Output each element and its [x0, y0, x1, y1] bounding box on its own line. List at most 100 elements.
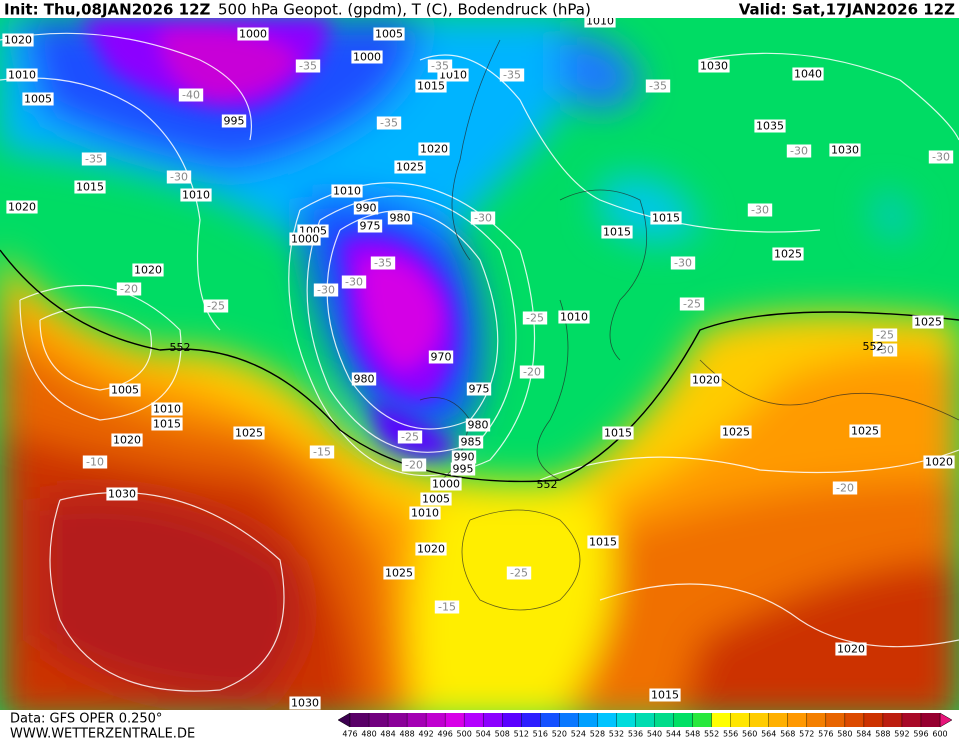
colorbar-tick-label: 588 [875, 730, 890, 739]
valid-time: Valid: Sat,17JAN2026 12Z [739, 1, 955, 19]
pressure-label-bg [351, 372, 377, 386]
pressure-label: 1005 [422, 493, 450, 506]
pressure-label-bg [430, 477, 462, 491]
pressure-label-bg [428, 350, 454, 364]
pressure-label-bg [2, 33, 34, 47]
pressure-label-bg [835, 642, 867, 656]
temperature-label-bg [427, 59, 453, 73]
pressure-label-bg [451, 450, 477, 464]
temperature-label: -25 [526, 312, 544, 325]
pressure-label: 995 [224, 115, 245, 128]
pressure-label-bg [409, 506, 441, 520]
pressure-label: 1020 [113, 434, 141, 447]
temperature-label-bg [519, 365, 545, 379]
temperature-label: -30 [674, 257, 692, 270]
temperature-label-bg [434, 600, 460, 614]
pressure-label-bg [601, 225, 633, 239]
pressure-label: 1030 [700, 60, 728, 73]
colorbar-tick-label: 544 [666, 730, 681, 739]
pressure-label-bg [151, 417, 183, 431]
temperature-label: -35 [85, 153, 103, 166]
temperature-label-bg [376, 116, 402, 130]
pressure-label-bg [383, 566, 415, 580]
temperature-label-bg [313, 283, 339, 297]
colorbar-tick-label: 596 [913, 730, 928, 739]
colorbar-bin [483, 713, 503, 727]
pressure-label: 1025 [774, 248, 802, 261]
colorbar-bin [692, 713, 712, 727]
pressure-label-bg [829, 143, 861, 157]
height-label: 552 [537, 478, 558, 491]
colorbar-bin [445, 713, 465, 727]
pressure-label: 1010 [586, 15, 614, 28]
header-bar [0, 0, 959, 18]
temperature-label-bg [401, 458, 427, 472]
colorbar-tick-label: 600 [932, 730, 947, 739]
pressure-label-bg [923, 455, 955, 469]
colorbar-tick-label: 516 [533, 730, 548, 739]
colorbar-tick-label: 552 [704, 730, 719, 739]
temperature-label: -25 [876, 329, 894, 342]
colorbar: 476 480 484 488 492 496 500 504 508 512 516 520 524 5… [337, 712, 953, 739]
pressure-label: 1020 [420, 143, 448, 156]
pressure-label: 1015 [651, 689, 679, 702]
temperature-label-bg [670, 256, 696, 270]
pressure-label: 1020 [692, 374, 720, 387]
pressure-label: 975 [469, 383, 490, 396]
data-source: Data: GFS OPER 0.250° [10, 712, 162, 727]
pressure-label: 1005 [24, 93, 52, 106]
pressure-label-bg [237, 27, 269, 41]
colorbar-bin [673, 713, 693, 727]
colorbar-tick-label: 508 [495, 730, 510, 739]
pressure-label: 1000 [239, 28, 267, 41]
pressure-label: 1005 [375, 28, 403, 41]
temperature-label: -35 [374, 257, 392, 270]
pressure-label: 1015 [76, 181, 104, 194]
colorbar-tick-label: 540 [647, 730, 662, 739]
pressure-label: 1025 [851, 425, 879, 438]
coastlines [419, 39, 959, 611]
pressure-label-bg [792, 67, 824, 81]
temperature-label-bg [166, 170, 192, 184]
temperature-label-bg [928, 150, 954, 164]
colorbar-tick-label: 556 [723, 730, 738, 739]
colorbar-tick-label: 564 [761, 730, 776, 739]
colorbar-tick-label: 560 [742, 730, 757, 739]
colorbar-bin [426, 713, 446, 727]
pressure-label: 1020 [4, 34, 32, 47]
pressure-label: 1020 [8, 201, 36, 214]
colorbar-tick-label: 496 [438, 730, 453, 739]
pressure-label: 1020 [837, 643, 865, 656]
pressure-label-bg [698, 59, 730, 73]
temperature-label: -30 [790, 145, 808, 158]
pressure-label-bg [649, 688, 681, 702]
temperature-label-bg [470, 211, 496, 225]
pressure-label: 1030 [291, 697, 319, 710]
pressure-label-bg [650, 211, 682, 225]
pressure-label: 1020 [925, 456, 953, 469]
colorbar-bin [521, 713, 541, 727]
pressure-label-bg [912, 315, 944, 329]
colorbar-bin [882, 713, 903, 727]
temperature-label: -20 [523, 366, 541, 379]
colorbar-tick-label: 500 [457, 730, 472, 739]
temperature-label-bg [370, 256, 396, 270]
pressure-label: 1035 [756, 120, 784, 133]
pressure-label-bg [111, 433, 143, 447]
pressure-label: 995 [453, 463, 474, 476]
pressure-label-bg [849, 424, 881, 438]
pressure-label: 1010 [8, 69, 36, 82]
colorbar-tick-label: 584 [856, 730, 871, 739]
pressure-label-bg [772, 247, 804, 261]
temperature-label-bg [506, 566, 532, 580]
pressure-label: 1010 [182, 189, 210, 202]
pressure-label-bg [602, 426, 634, 440]
pressure-label-bg [458, 435, 484, 449]
pressure-label: 1025 [385, 567, 413, 580]
pressure-label: 1025 [722, 426, 750, 439]
temperature-label: -15 [313, 446, 331, 459]
colorbar-bin [407, 713, 427, 727]
temperature-label: -25 [401, 431, 419, 444]
